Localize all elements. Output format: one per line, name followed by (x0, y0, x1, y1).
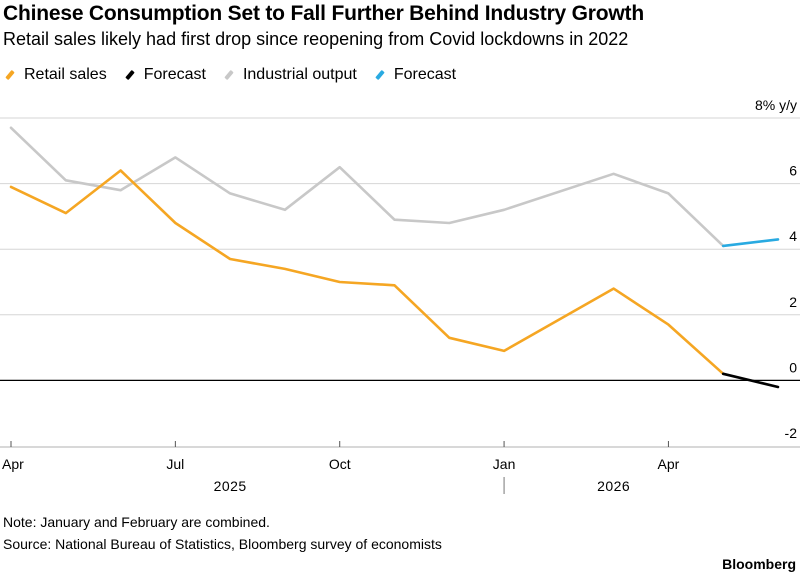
y-tick-label: 0 (789, 359, 797, 375)
chart-title: Chinese Consumption Set to Fall Further … (3, 2, 644, 25)
y-tick-label: 4 (789, 228, 797, 244)
x-tick-label: Jan (493, 456, 516, 472)
chart-subtitle: Retail sales likely had first drop since… (3, 29, 629, 49)
legend-item-retail-sales: Retail sales (5, 66, 107, 84)
source-note: Source: National Bureau of Statistics, B… (3, 536, 442, 552)
series-line-forecast-3 (721, 238, 780, 248)
x-tick-label: Apr (658, 456, 680, 472)
y-tick-label: -2 (785, 425, 798, 441)
y-tick-label: 8% y/y (755, 97, 797, 113)
legend-label-retail-sales: Retail sales (24, 66, 107, 83)
legend: Retail sales Forecast Industrial output … (5, 66, 474, 84)
series-line-forecast-1 (721, 372, 780, 389)
x-tick-label: Oct (329, 456, 351, 472)
brand-logo: Bloomberg (722, 556, 796, 572)
grid-layer (0, 117, 800, 382)
axis-layer: 8% y/y 6 4 2 0 -2 Apr Jul Oct Jan Apr 2025 2026 (0, 97, 800, 494)
series-layer (9, 126, 780, 389)
y-tick-label: 2 (789, 294, 797, 310)
x-tick-label: Jul (166, 456, 184, 472)
x-year-label: 2026 (597, 478, 630, 494)
legend-label-industrial-forecast: Forecast (393, 66, 457, 83)
series-line-retail-sales-0 (9, 169, 725, 376)
legend-label-retail-forecast: Forecast (143, 66, 206, 83)
legend-item-industrial-forecast: Forecast (375, 66, 456, 84)
legend-label-industrial-output: Industrial output (242, 66, 357, 83)
legend-item-industrial-output: Industrial output (224, 66, 357, 84)
legend-item-retail-forecast: Forecast (124, 66, 206, 84)
footnote: Note: January and February are combined. (3, 514, 270, 530)
line-chart: 8% y/y 6 4 2 0 -2 Apr Jul Oct Jan Apr 2025 2026 (0, 97, 800, 494)
series-line-industrial-output-2 (9, 126, 725, 248)
y-tick-label: 6 (789, 163, 797, 179)
x-tick-label: Apr (2, 456, 24, 472)
x-year-label: 2025 (214, 478, 247, 494)
